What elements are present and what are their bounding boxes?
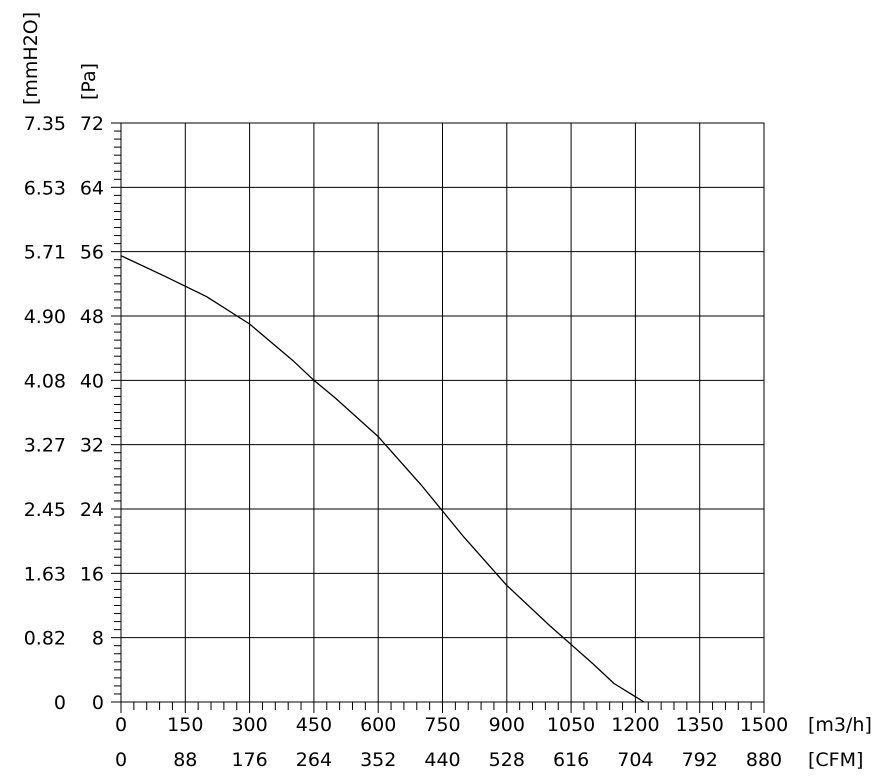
y2-tick-label: 2.45 <box>24 499 66 521</box>
y2-tick-label: 3.27 <box>24 435 66 457</box>
y-tick-label: 0 <box>92 692 104 714</box>
y-tick-label: 16 <box>80 563 104 585</box>
x2-axis-unit-label: [CFM] <box>808 749 863 771</box>
y-tick-label: 24 <box>80 499 104 521</box>
x-tick-label: 1500 <box>740 714 788 736</box>
x2-tick-label: 704 <box>617 749 653 771</box>
y-tick-label: 56 <box>80 242 104 264</box>
y-tick-label: 64 <box>80 177 104 199</box>
y-tick-label: 8 <box>92 628 104 650</box>
y2-tick-label: 1.63 <box>24 563 66 585</box>
x-tick-label: 450 <box>296 714 332 736</box>
y2-tick-label: 4.08 <box>24 370 66 392</box>
x-tick-label: 150 <box>167 714 203 736</box>
x2-tick-label: 88 <box>173 749 197 771</box>
tick-labels: 0 150 300 450 600 750 900 1050 1200 1350 1500 0 88 17… <box>24 113 788 771</box>
curve-layer <box>120 255 645 703</box>
x-tick-label: 1050 <box>547 714 595 736</box>
x2-tick-label: 352 <box>360 749 396 771</box>
x2-tick-label: 440 <box>424 749 460 771</box>
x2-tick-label: 0 <box>115 749 127 771</box>
y2-tick-label: 4.90 <box>24 306 66 328</box>
x-tick-label: 300 <box>231 714 267 736</box>
x-axis-unit-label: [m3/h] <box>808 714 872 736</box>
x-tick-label: 900 <box>489 714 525 736</box>
y2-tick-label: 5.71 <box>24 242 66 264</box>
x-tick-label: 1350 <box>676 714 724 736</box>
y2-axis-unit-label: [mmH2O] <box>20 12 42 105</box>
y2-tick-label: 0 <box>54 692 66 714</box>
x-tick-label: 600 <box>360 714 396 736</box>
x2-tick-label: 528 <box>489 749 525 771</box>
y2-tick-label: 0.82 <box>24 628 66 650</box>
y-tick-label: 40 <box>80 370 104 392</box>
x-tick-label: 750 <box>424 714 460 736</box>
x-tick-label: 0 <box>115 714 127 736</box>
grid <box>120 122 765 703</box>
x2-tick-label: 176 <box>231 749 267 771</box>
x2-tick-label: 880 <box>746 749 782 771</box>
x2-tick-label: 616 <box>553 749 589 771</box>
x2-tick-label: 264 <box>296 749 332 771</box>
y2-tick-label: 6.53 <box>24 177 66 199</box>
y-tick-label: 72 <box>80 113 104 135</box>
x-tick-label: 1200 <box>611 714 659 736</box>
y-axis-unit-label: [Pa] <box>78 63 100 100</box>
x2-tick-label: 792 <box>682 749 718 771</box>
y2-tick-label: 7.35 <box>24 113 66 135</box>
performance-curve <box>120 255 645 703</box>
minor-ticks <box>111 122 765 713</box>
y-tick-label: 48 <box>80 306 104 328</box>
y-tick-label: 32 <box>80 435 104 457</box>
